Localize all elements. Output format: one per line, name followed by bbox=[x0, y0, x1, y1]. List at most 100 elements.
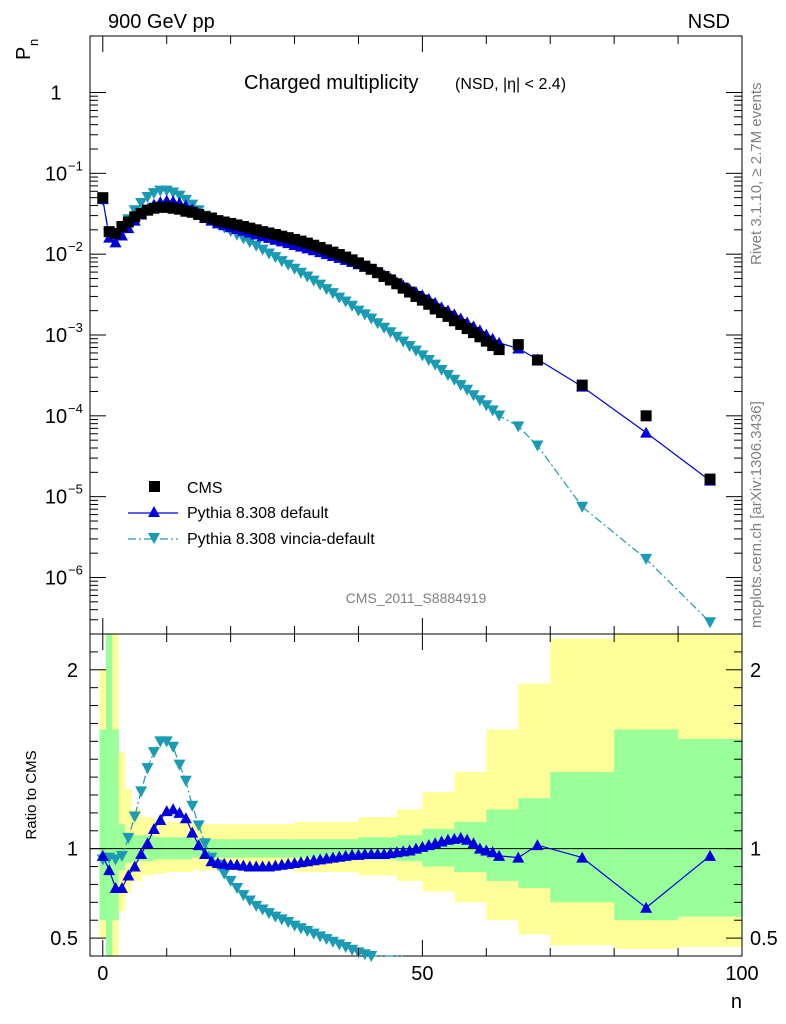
ratio-pythia-vincia-point bbox=[186, 800, 199, 812]
pythia-vincia-point bbox=[378, 322, 391, 334]
pythia-vincia-point bbox=[422, 355, 435, 367]
cms-data-point bbox=[276, 230, 288, 242]
ratio-pythia-default-point bbox=[493, 849, 506, 861]
main-y-tick-exponent: −6 bbox=[68, 562, 83, 577]
ratio-pythia-default-point bbox=[467, 837, 480, 849]
ratio-pythia-default-point bbox=[167, 803, 180, 815]
ratio-pythia-vincia-point bbox=[160, 736, 173, 748]
ratio-band-inner bbox=[99, 729, 106, 921]
pythia-vincia-point bbox=[473, 395, 486, 407]
pythia-default-point bbox=[640, 426, 653, 438]
ratio-pythia-default-point bbox=[199, 848, 212, 860]
x-axis-label: n bbox=[731, 991, 742, 1013]
cms-data-point bbox=[244, 222, 256, 234]
pythia-vincia-point bbox=[282, 259, 295, 271]
cms-data-point bbox=[640, 410, 652, 422]
main-y-tick-label: 10 bbox=[45, 325, 67, 347]
main-y-tick-exponent: −5 bbox=[68, 482, 83, 497]
legend-label-pythia-vincia: Pythia 8.308 vincia-default bbox=[187, 531, 375, 548]
cms-data-point bbox=[193, 208, 205, 220]
cms-data-point bbox=[135, 207, 147, 219]
cms-data-point bbox=[257, 226, 269, 238]
ratio-pythia-default-point bbox=[486, 846, 499, 858]
ratio-pythia-default-point bbox=[704, 849, 717, 861]
ratio-pythia-default-point bbox=[179, 812, 192, 824]
ratio-plot: 2 2 1 1 0.5 0.5 bbox=[50, 633, 778, 962]
main-y-tick-exponent: −3 bbox=[68, 320, 83, 335]
cms-data-point bbox=[295, 235, 307, 247]
pythia-vincia-point bbox=[576, 501, 589, 513]
ratio-pythia-vincia-point bbox=[365, 951, 378, 962]
cms-data-point bbox=[346, 254, 358, 266]
ratio-pythia-default-point bbox=[576, 851, 589, 863]
cms-data-point bbox=[180, 205, 192, 217]
ratio-band-inner bbox=[112, 729, 119, 921]
pythia-vincia-point bbox=[384, 327, 397, 339]
pythia-vincia-point bbox=[480, 400, 493, 412]
ratio-pythia-default-point bbox=[192, 839, 205, 851]
cms-data-point bbox=[110, 228, 122, 240]
pythia-vincia-point bbox=[416, 350, 429, 362]
legend: CMS Pythia 8.308 default Pythia 8.308 vi… bbox=[128, 480, 375, 548]
ratio-pythia-default-point bbox=[147, 822, 160, 834]
cms-data-point bbox=[487, 340, 499, 352]
cms-data-point bbox=[429, 303, 441, 315]
cms-data-point bbox=[410, 290, 422, 302]
pythia-vincia-point bbox=[467, 390, 480, 402]
ratio-pythia-default-point bbox=[103, 864, 116, 876]
main-axis-ticks: 110−110−210−310−410−510−6 bbox=[45, 83, 742, 635]
ratio-pythia-vincia-point bbox=[199, 838, 212, 850]
header-right: NSD bbox=[688, 11, 730, 33]
x-tick-label: 100 bbox=[725, 963, 758, 985]
side-text-mcplots: mcplots.cern.ch [arXiv:1306.3436] bbox=[748, 401, 765, 628]
ratio-pythia-vincia-point bbox=[224, 875, 237, 887]
legend-marker-cms bbox=[149, 481, 160, 492]
ratio-pythia-default-point bbox=[154, 814, 167, 826]
pythia-vincia-point bbox=[397, 336, 410, 348]
pythia-vincia-point bbox=[365, 313, 378, 325]
pythia-default-point bbox=[103, 231, 116, 243]
ratio-pythia-vincia-point bbox=[128, 811, 141, 823]
pythia-vincia-point bbox=[486, 405, 499, 417]
pythia-vincia-point bbox=[429, 359, 442, 371]
cms-data-point bbox=[391, 278, 403, 290]
ratio-band-inner bbox=[550, 772, 615, 903]
cms-data-point bbox=[282, 232, 294, 244]
cms-data-point bbox=[365, 263, 377, 275]
pythia-vincia-point bbox=[461, 384, 474, 396]
x-axis-ticks: 0 50 100 bbox=[97, 36, 759, 985]
pythia-vincia-point bbox=[326, 288, 339, 300]
pythia-vincia-point bbox=[640, 553, 653, 565]
cms-data-point bbox=[97, 192, 109, 204]
ratio-y-tick-label: 1 bbox=[67, 839, 78, 861]
pythia-vincia-point bbox=[371, 318, 384, 330]
cms-data-point bbox=[289, 233, 301, 245]
pythia-vincia-point bbox=[173, 190, 186, 202]
ratio-pythia-default-point bbox=[122, 869, 135, 881]
cms-data-point bbox=[378, 270, 390, 282]
cms-data-point bbox=[352, 257, 364, 269]
pythia-vincia-point bbox=[307, 275, 320, 287]
pythia-vincia-point bbox=[454, 380, 467, 392]
cms-data-point bbox=[372, 267, 384, 279]
ratio-pythia-default-point bbox=[512, 851, 525, 863]
ratio-pythia-vincia-point bbox=[250, 900, 263, 912]
ratio-pythia-default-point bbox=[115, 882, 128, 894]
cms-data-point bbox=[468, 327, 480, 339]
ratio-pythia-vincia-point bbox=[282, 917, 295, 929]
ratio-band-inner bbox=[486, 809, 519, 881]
ratio-pythia-vincia-point bbox=[192, 820, 205, 832]
cms-data-point bbox=[512, 339, 524, 351]
ratio-y-tick-label-right: 2 bbox=[750, 660, 761, 682]
pythia-vincia-line bbox=[102, 190, 711, 623]
ratio-pythia-default-point bbox=[640, 901, 653, 913]
cms-data-point bbox=[442, 310, 454, 322]
ratio-pythia-vincia-point bbox=[262, 908, 275, 920]
cms-data-point bbox=[576, 379, 588, 391]
ratio-pythia-vincia-point bbox=[147, 747, 160, 759]
pythia-vincia-point bbox=[704, 617, 717, 629]
pythia-vincia-point bbox=[358, 309, 371, 321]
ratio-y-tick-label: 0.5 bbox=[50, 928, 78, 950]
cms-data-point bbox=[704, 473, 716, 485]
ratio-series-group bbox=[96, 736, 717, 962]
